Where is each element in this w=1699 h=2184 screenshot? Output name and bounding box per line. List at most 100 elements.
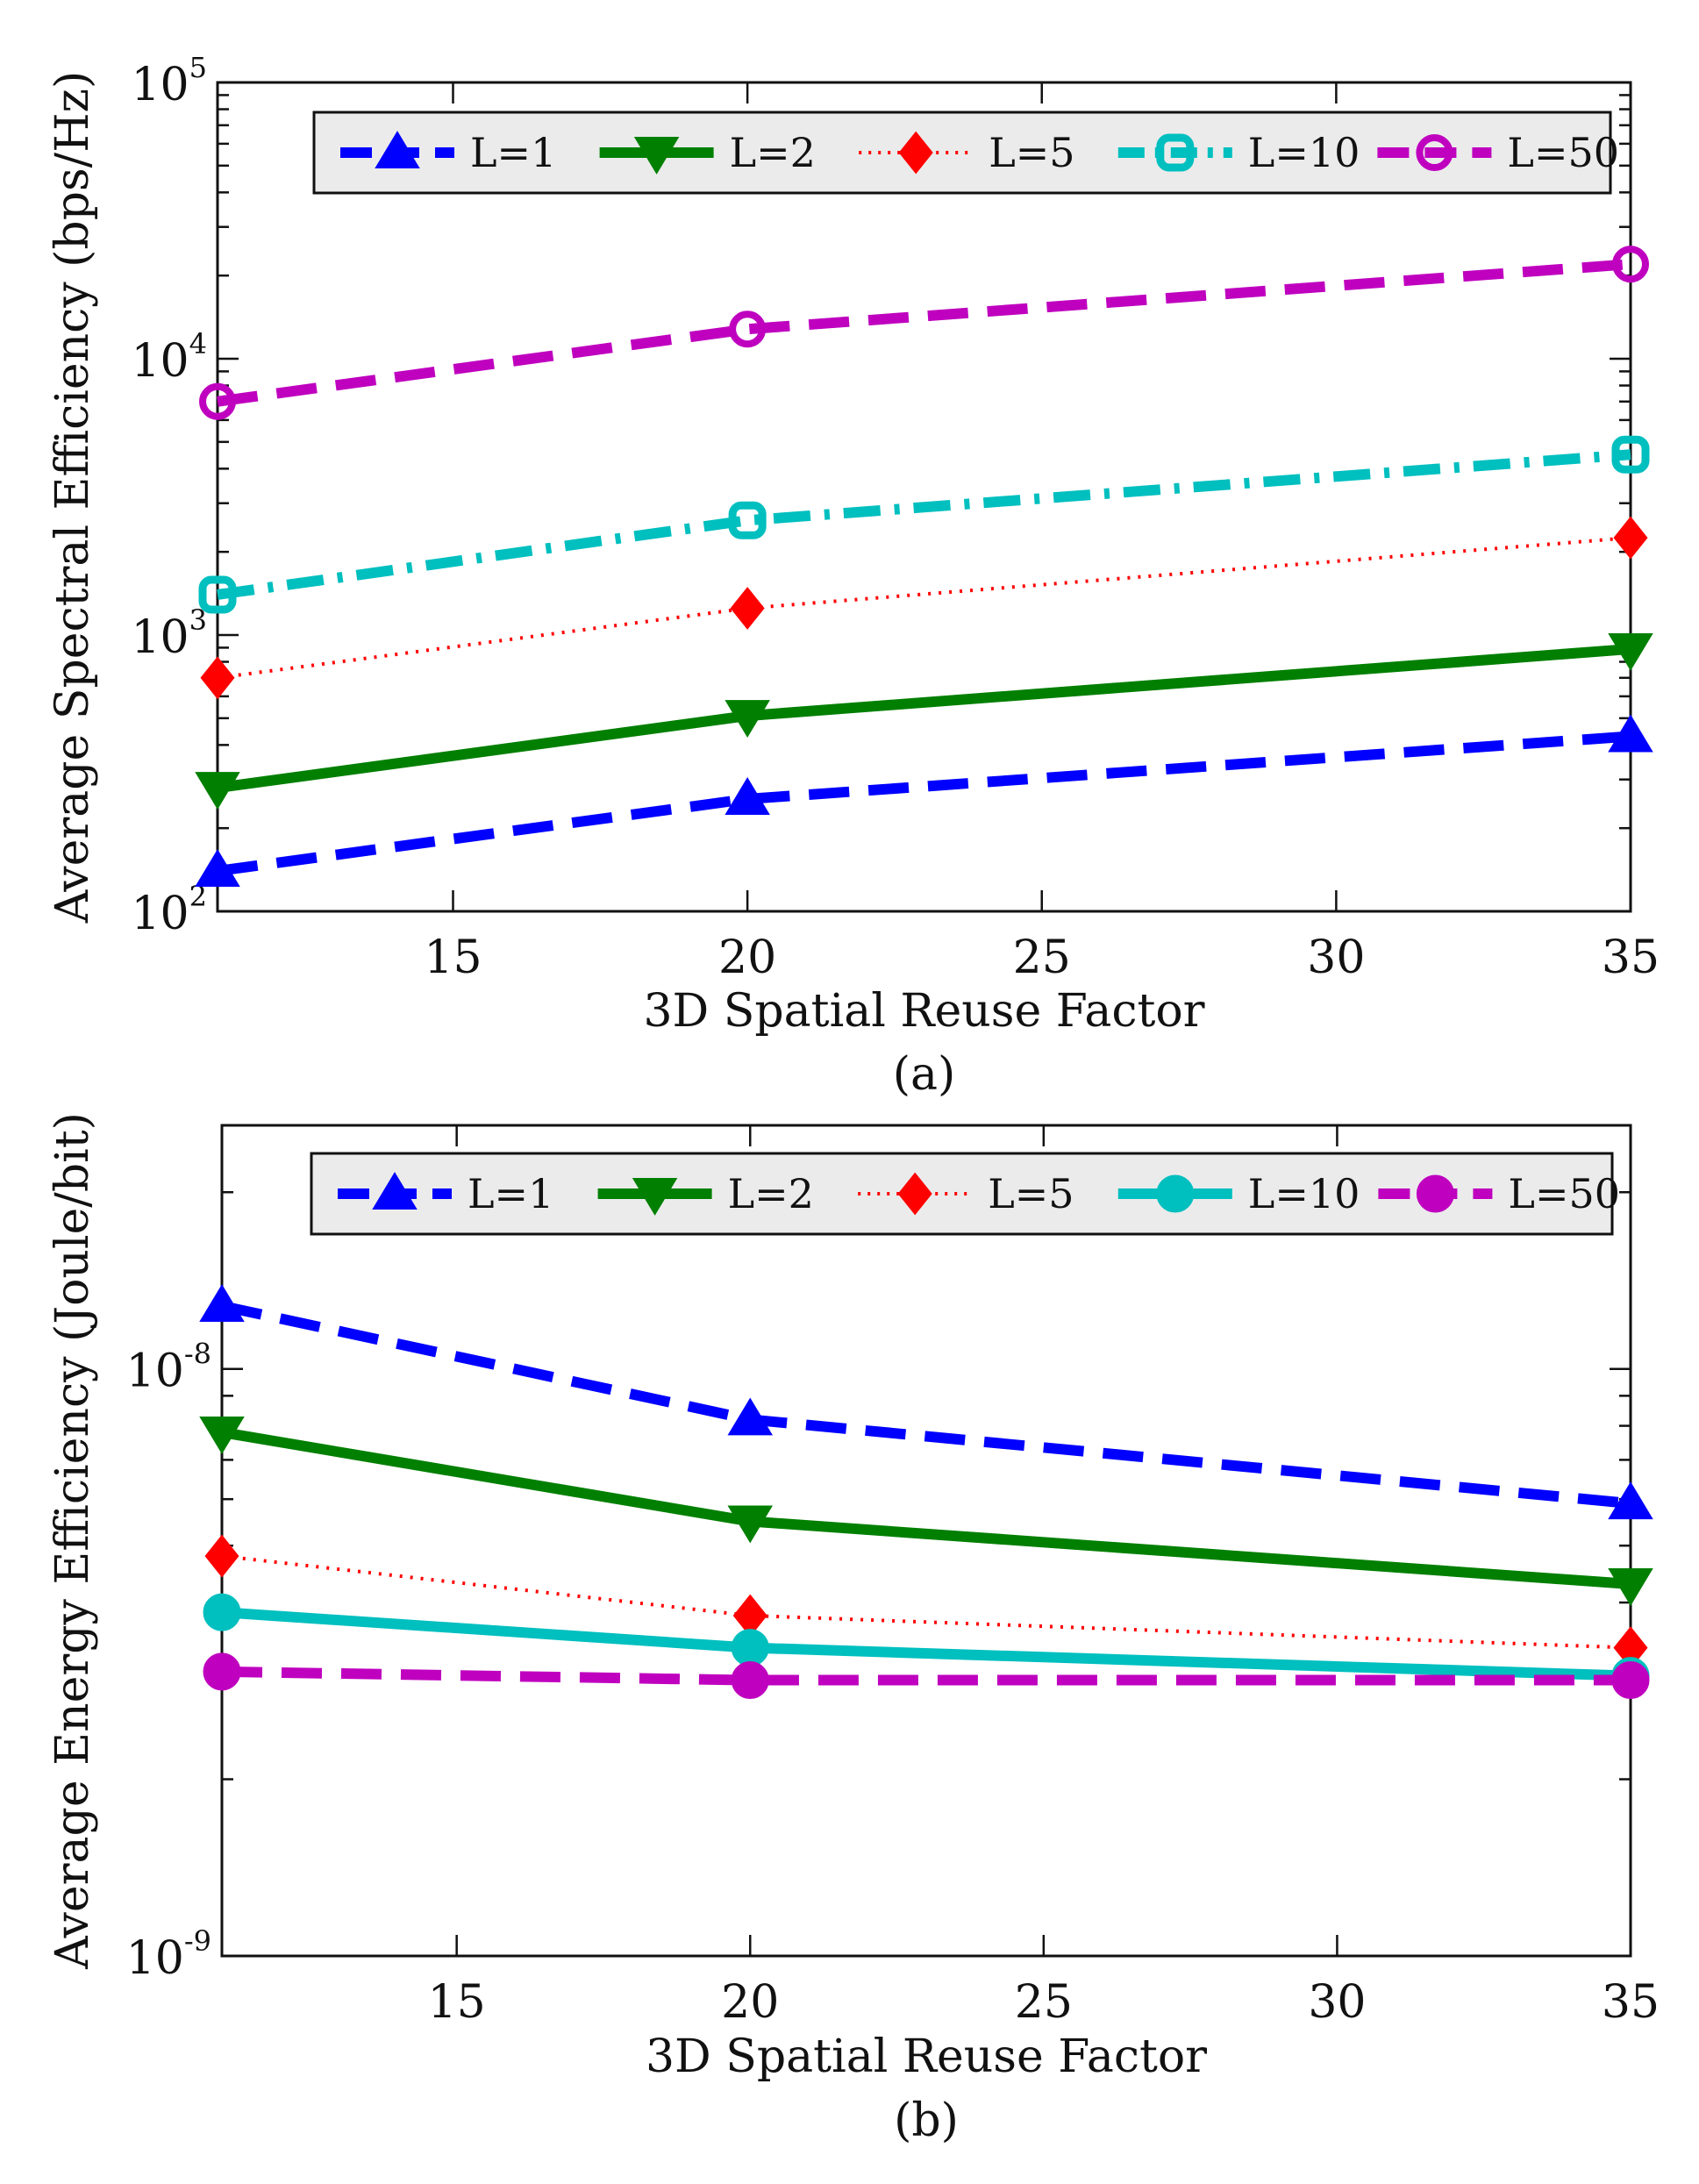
y-tick-base: 10 [131,59,189,111]
data-point [731,1661,769,1700]
y-tick-base: 10 [131,888,189,940]
series-line [217,449,1631,600]
legend-item: L=5 [859,129,1075,176]
data-point [730,587,765,630]
legend-marker [372,1172,418,1210]
data-point [199,1416,245,1454]
y-tick-exponent: 5 [189,51,207,84]
series-group [195,246,1653,887]
series-l-2 [195,632,1653,810]
y-axis-label: Average Energy Efficiency (Joule/bit) [46,1112,99,1970]
legend-label: L=5 [988,1170,1074,1217]
data-point [727,1505,773,1544]
legend-item: L=2 [597,1170,814,1217]
plot-frame [216,81,1632,913]
legend-marker [1156,1174,1195,1213]
data-point [199,1284,245,1322]
legend-label: L=1 [470,129,556,176]
legend-marker [1156,133,1195,172]
y-tick-label: 102 [131,880,207,940]
legend-item: L=10 [1117,129,1360,176]
series-line [221,1427,1631,1590]
series-group [199,1284,1653,1700]
data-point [728,501,767,539]
legend-marker [897,1172,932,1216]
x-axis-label: 3D Spatial Reuse Factor [646,2031,1207,2083]
legend-marker [1416,134,1453,171]
data-point [199,382,236,420]
x-axis-label: 3D Spatial Reuse Factor [643,985,1204,1038]
data-point [1611,1661,1650,1700]
data-point [725,777,770,815]
x-tick-label: 35 [1602,1976,1660,2029]
series-line [220,1301,1631,1510]
data-point [1613,516,1648,560]
legend-item: L=1 [338,1170,553,1217]
x-tick-label: 15 [428,1976,486,2029]
legend-item: L=5 [858,1170,1074,1217]
legend-item: L=1 [340,129,556,176]
data-point [203,1593,241,1631]
legend-item: L=2 [599,129,816,176]
data-point [195,772,240,810]
data-point [198,575,237,614]
y-tick-base: 10 [131,335,189,388]
y-tick-base: 10 [131,611,189,664]
legend-label: L=10 [1248,1170,1360,1217]
data-point [195,849,240,887]
series-l-10 [198,435,1650,614]
series-l-50 [199,246,1649,420]
y-tick-exponent: -9 [184,1924,211,1958]
x-tick-label: 15 [424,931,482,984]
legend: L=1 L=2 L=5 L=10 L=50 [312,111,1619,195]
x-tick-label: 20 [718,931,776,984]
series-l-1 [195,714,1653,887]
plot-frame [220,1124,1632,1958]
legend-marker [632,1178,678,1216]
x-tick-label: 25 [1015,1976,1073,2029]
series-l-2 [199,1416,1653,1606]
legend-label: L=2 [730,129,816,176]
data-point [200,656,235,700]
y-minor-ticks [218,94,1631,830]
data-point [1608,632,1653,671]
legend-label: L=50 [1508,1170,1620,1217]
data-point [725,700,770,739]
y-axis-label: Average Spectral Efficiency (bps/Hz) [46,71,99,924]
y-tick-label: 103 [131,603,207,664]
y-tick-label: 105 [131,51,207,111]
legend-label: L=5 [989,129,1074,176]
legend-marker [898,131,933,175]
series-l-50 [203,1652,1650,1700]
legend-marker [633,137,680,175]
figure-caption: (a) [893,1048,956,1101]
data-point [1611,435,1650,474]
x-tick-label: 20 [721,1976,779,2029]
chart-b: 10-9 10-8 15 20 25 30 35 3D Spatial Reuse Facto… [46,1112,1660,2147]
y-tick-label: 10-8 [126,1338,211,1398]
x-tick-label: 30 [1307,931,1365,984]
data-point [1608,714,1653,753]
legend-item: L=10 [1117,1170,1360,1217]
data-point [727,1397,773,1436]
data-point [729,310,767,348]
legend-item: L=50 [1377,129,1619,176]
data-point [1612,246,1649,283]
series-line [217,259,1631,407]
legend-marker [1416,1174,1454,1213]
series-l-5 [204,1534,1648,1670]
data-point [204,1534,239,1578]
legend-label: L=2 [728,1170,814,1217]
figure-caption: (b) [894,2095,959,2147]
data-point [731,1629,769,1667]
y-tick-label: 10-9 [126,1924,211,1985]
legend-label: L=1 [468,1170,553,1217]
data-point [203,1652,241,1691]
data-point [1608,1568,1653,1606]
x-tick-label: 30 [1308,1976,1366,2029]
y-tick-exponent: 2 [189,880,207,913]
y-tick-base: 10 [126,1932,184,1985]
legend-label: L=50 [1507,129,1619,176]
